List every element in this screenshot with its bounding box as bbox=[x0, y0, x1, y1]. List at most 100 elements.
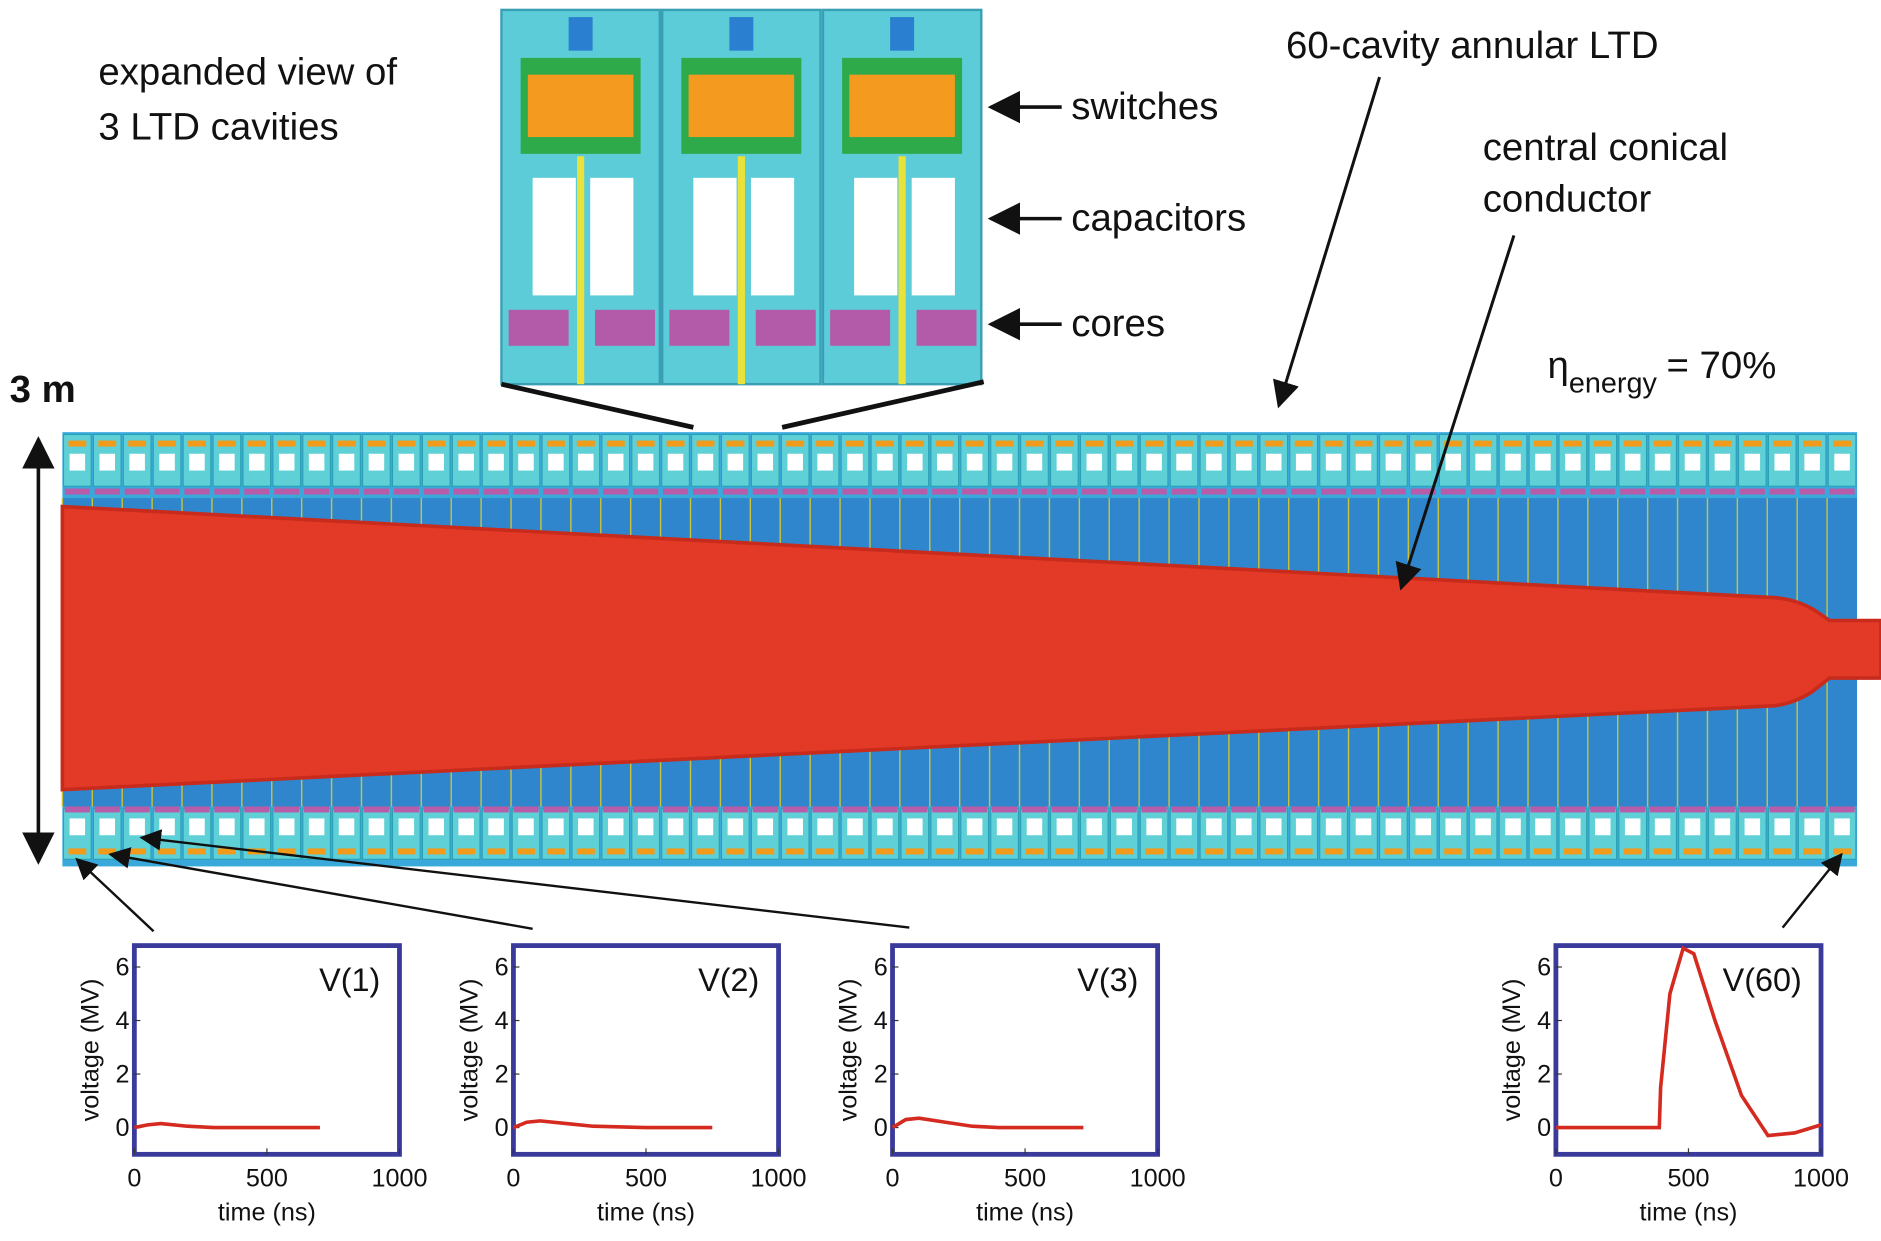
core bbox=[693, 489, 718, 495]
y-tick-label: 6 bbox=[495, 953, 509, 981]
core bbox=[603, 806, 628, 812]
core bbox=[304, 806, 329, 812]
core bbox=[723, 806, 748, 812]
switch bbox=[966, 441, 984, 447]
x-tick-label: 0 bbox=[886, 1165, 900, 1193]
capacitor bbox=[189, 454, 205, 471]
switch bbox=[1325, 848, 1343, 854]
efficiency-label: ηenergy= 70% bbox=[1548, 344, 1777, 399]
capacitor bbox=[877, 818, 893, 835]
core bbox=[872, 489, 897, 495]
core bbox=[1740, 806, 1765, 812]
capacitor bbox=[997, 818, 1013, 835]
core bbox=[1590, 806, 1615, 812]
capacitor bbox=[129, 818, 145, 835]
capacitor bbox=[1625, 818, 1641, 835]
core bbox=[1201, 806, 1226, 812]
switch bbox=[846, 848, 864, 854]
capacitor bbox=[70, 454, 86, 471]
capacitor bbox=[1116, 454, 1132, 471]
capacitor bbox=[219, 818, 235, 835]
capacitor bbox=[698, 454, 714, 471]
core bbox=[1082, 489, 1107, 495]
y-tick-label: 0 bbox=[495, 1114, 509, 1142]
capacitor bbox=[1475, 818, 1491, 835]
switch bbox=[786, 848, 804, 854]
capacitor bbox=[1745, 454, 1761, 471]
switch bbox=[1145, 848, 1163, 854]
core bbox=[1829, 806, 1854, 812]
switch bbox=[457, 441, 475, 447]
expanded-view-label: 3 LTD cavities bbox=[98, 105, 338, 148]
switch bbox=[487, 848, 505, 854]
switch bbox=[68, 441, 86, 447]
switch bbox=[667, 848, 685, 854]
switch bbox=[1235, 441, 1253, 447]
switch bbox=[1534, 848, 1552, 854]
core bbox=[1381, 806, 1406, 812]
core bbox=[1620, 806, 1645, 812]
core bbox=[902, 489, 927, 495]
core bbox=[813, 489, 838, 495]
capacitor bbox=[1296, 818, 1312, 835]
y-tick-label: 4 bbox=[1537, 1007, 1551, 1035]
feed bbox=[577, 156, 584, 384]
capacitor bbox=[99, 818, 115, 835]
core bbox=[1471, 489, 1496, 495]
switch bbox=[1534, 441, 1552, 447]
capacitor bbox=[1087, 454, 1103, 471]
switch bbox=[397, 848, 415, 854]
capacitor bbox=[1625, 454, 1641, 471]
core bbox=[304, 489, 329, 495]
core bbox=[1500, 489, 1525, 495]
capacitor bbox=[488, 818, 504, 835]
switch bbox=[876, 441, 894, 447]
y-tick-label: 2 bbox=[116, 1060, 130, 1088]
top bbox=[729, 17, 753, 51]
switch bbox=[1414, 848, 1432, 854]
arrow bbox=[1279, 77, 1380, 406]
height-label: 3 m bbox=[10, 368, 76, 411]
eta: η bbox=[1548, 344, 1569, 387]
switch bbox=[158, 848, 176, 854]
switch bbox=[637, 441, 655, 447]
capacitor bbox=[70, 818, 86, 835]
switch bbox=[726, 441, 744, 447]
x-tick-label: 1000 bbox=[371, 1165, 427, 1193]
switch bbox=[1684, 848, 1702, 854]
capacitors-label: capacitors bbox=[1071, 197, 1246, 240]
top bbox=[890, 17, 914, 51]
switch bbox=[1055, 848, 1073, 854]
core bbox=[1680, 489, 1705, 495]
x-axis-label: time (ns) bbox=[1639, 1198, 1737, 1226]
feed bbox=[899, 156, 906, 384]
switch bbox=[876, 848, 894, 854]
switch bbox=[637, 848, 655, 854]
capacitor bbox=[1296, 454, 1312, 471]
core bbox=[992, 489, 1017, 495]
capacitor bbox=[458, 818, 474, 835]
core bbox=[1590, 489, 1615, 495]
core bbox=[1082, 806, 1107, 812]
core bbox=[484, 806, 509, 812]
switch bbox=[427, 441, 445, 447]
capacitor bbox=[1176, 818, 1192, 835]
switch bbox=[1654, 441, 1672, 447]
core bbox=[125, 489, 150, 495]
switch bbox=[1474, 848, 1492, 854]
core bbox=[454, 489, 479, 495]
core bbox=[663, 489, 688, 495]
core bbox=[1710, 806, 1735, 812]
capacitor bbox=[548, 818, 564, 835]
switch bbox=[1085, 848, 1103, 854]
capacitor bbox=[937, 454, 953, 471]
capacitor bbox=[1146, 818, 1162, 835]
core bbox=[962, 489, 987, 495]
y-axis-label: voltage (MV) bbox=[76, 979, 104, 1122]
core bbox=[364, 806, 389, 812]
core bbox=[1829, 489, 1854, 495]
capacitor bbox=[219, 454, 235, 471]
x-axis-label: time (ns) bbox=[976, 1198, 1074, 1226]
top bbox=[569, 17, 593, 51]
capacitor bbox=[1535, 818, 1551, 835]
